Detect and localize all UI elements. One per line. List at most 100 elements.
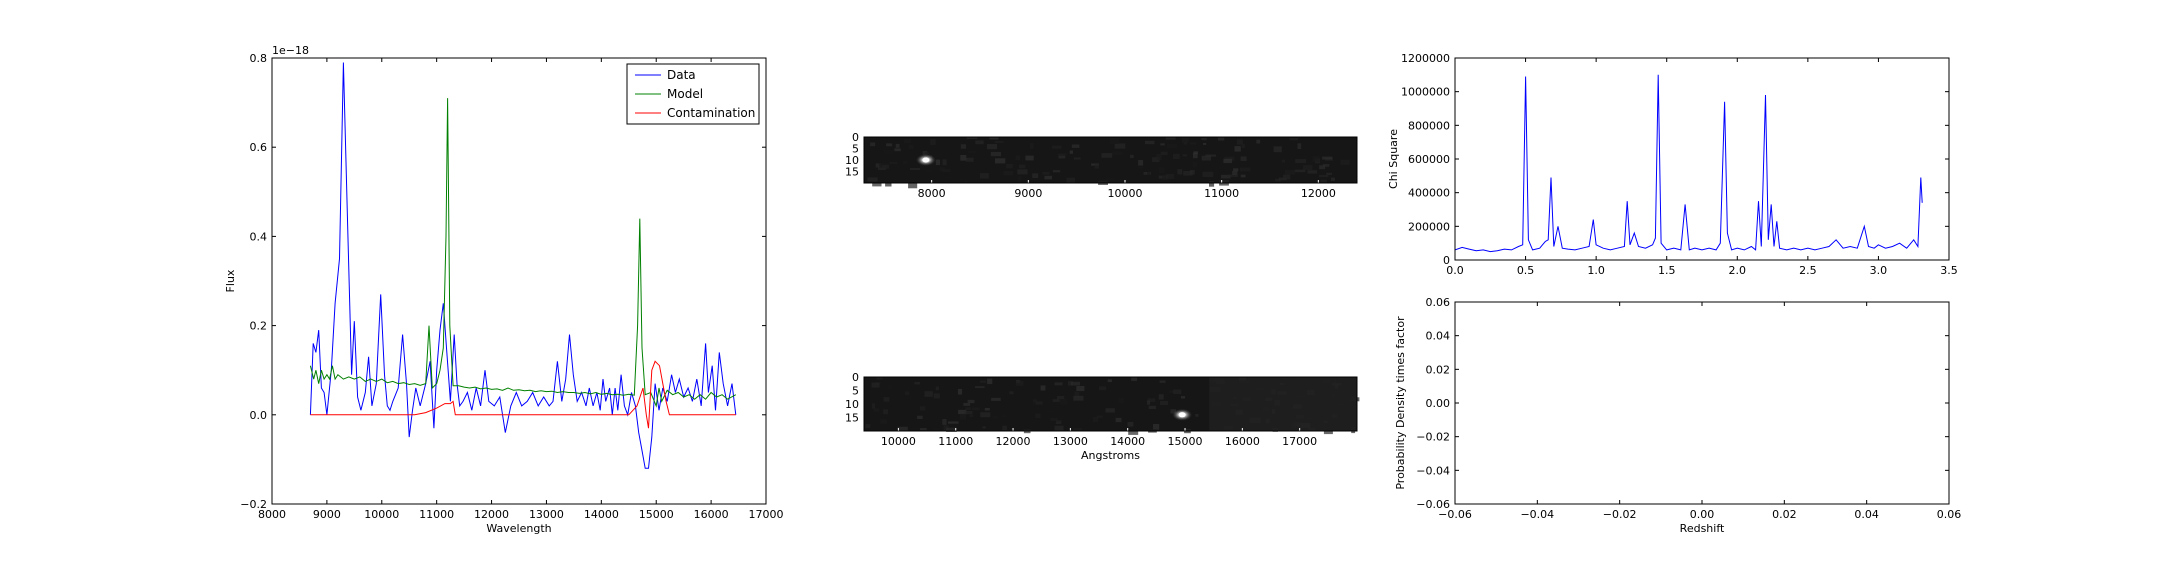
- 2d-spectrum-1-noise: [1281, 159, 1285, 163]
- 2d-spectrum-1-noise: [1275, 178, 1281, 182]
- 2d-spectrum-2-noise: [1052, 399, 1060, 402]
- 2d-spectrum-1-noise: [1025, 155, 1034, 161]
- spectrum-legend: Data Model Contamination: [626, 63, 760, 125]
- 2d-spectrum-2-noise: [1074, 391, 1080, 397]
- 2d-spectrum-1-noise: [1177, 169, 1183, 175]
- probability-density-ytick-label: −0.06: [1416, 498, 1450, 511]
- 2d-spectrum-2-noise: [1170, 409, 1177, 414]
- 2d-spectrum-2-noise: [1056, 396, 1065, 400]
- 2d-spectrum-2-noise: [1323, 430, 1333, 435]
- 2d-spectrum-1-noise: [930, 139, 936, 145]
- 2d-spectrum-2-noise: [883, 397, 890, 402]
- 2d-spectrum-1-noise: [1294, 169, 1306, 173]
- 2d-spectrum-1-noise: [910, 168, 920, 171]
- 2d-spectrum-1-noise: [1052, 170, 1061, 173]
- probability-density-xtick-label: −0.04: [1520, 508, 1554, 521]
- 2d-spectrum-2-noise: [959, 417, 966, 420]
- probability-density-xlabel: Redshift: [1680, 522, 1725, 535]
- 2d-spectrum-2-noise: [1093, 417, 1098, 422]
- chi-square-ytick-label: 1000000: [1401, 86, 1450, 99]
- 2d-spectrum-2-noise: [904, 391, 910, 396]
- 2d-spectrum-1-noise: [1069, 150, 1073, 154]
- 2d-spectrum-2-noise: [967, 399, 975, 404]
- spectrum-xtick-label: 8000: [258, 508, 286, 521]
- 2d-spectrum-2-noise: [991, 397, 1001, 401]
- 2d-spectrum-1-noise: [1322, 163, 1330, 167]
- 2d-spectrum-2-noise: [965, 407, 971, 411]
- 2d-spectrum-2-noise: [942, 419, 947, 425]
- 2d-spectrum-1-xtick-label: 10000: [1108, 187, 1143, 200]
- 2d-spectrum-1-noise: [1319, 165, 1326, 170]
- 2d-spectrum-1-noise: [1284, 169, 1296, 175]
- 2d-spectrum-1-noise: [1044, 175, 1052, 180]
- 2d-spectrum-1-noise: [1307, 170, 1318, 174]
- 2d-spectrum-1-noise: [1018, 176, 1022, 182]
- chi-square-xtick-label: 0.5: [1517, 264, 1535, 277]
- 2d-spectrum-1-noise: [942, 169, 951, 172]
- 2d-spectrum-1-noise: [1205, 154, 1216, 157]
- spectrum-series-model: [309, 98, 737, 408]
- 2d-spectrum-2-xtick-label: 15000: [1168, 435, 1203, 448]
- 2d-spectrum-2-noise: [960, 413, 967, 420]
- 2d-spectrum-1-noise: [1130, 154, 1134, 159]
- 2d-spectrum-1-noise: [894, 148, 901, 152]
- 2d-spectrum-2-noise: [1009, 391, 1014, 395]
- 2d-spectrum-2-noise: [982, 426, 986, 429]
- 2d-spectrum-2-xtick-label: 14000: [1110, 435, 1145, 448]
- 2d-spectrum-1-frame: [863, 136, 1358, 184]
- 2d-spectrum-1-noise: [1217, 137, 1225, 141]
- 2d-spectrum-1-noise: [960, 155, 967, 161]
- 2d-spectrum-2-noise: [1159, 400, 1169, 405]
- 2d-spectrum-1-noise: [1273, 146, 1282, 153]
- chi-square-xtick-label: 3.0: [1870, 264, 1888, 277]
- 2d-spectrum-1-noise: [908, 145, 914, 150]
- 2d-spectrum-2-noise: [1054, 425, 1064, 431]
- 2d-spectrum-1-noise: [1283, 174, 1291, 180]
- 2d-spectrum-1-noise: [1236, 139, 1243, 145]
- 2d-spectrum-2-noise: [1181, 396, 1186, 399]
- probability-density-xtick-label: 0.00: [1690, 508, 1715, 521]
- 2d-spectrum-2-noise: [1153, 424, 1160, 430]
- 2d-spectrum-1-noise: [889, 161, 898, 164]
- 2d-spectrum-2-noise: [1158, 394, 1164, 400]
- 2d-spectrum-2-xtick-label: 12000: [996, 435, 1031, 448]
- 2d-spectrum-2-noise: [1040, 385, 1046, 391]
- 2d-spectrum-2-noise: [1148, 405, 1156, 409]
- 2d-spectrum-1-noise: [1201, 138, 1207, 141]
- probability-density-ytick-label: 0.04: [1426, 330, 1451, 343]
- probability-density-xtick-label: 0.04: [1854, 508, 1879, 521]
- 2d-spectrum-2-noise: [987, 378, 993, 385]
- 2d-spectrum-1-noise: [935, 159, 941, 166]
- 2d-spectrum-2-noise: [1035, 413, 1041, 419]
- 2d-spectrum-1-noise: [1331, 177, 1336, 182]
- spectrum-ytick-label: 0.2: [250, 320, 268, 333]
- 2d-spectrum-2-noise: [1056, 420, 1062, 424]
- 2d-spectrum-1-noise: [904, 138, 911, 144]
- 2d-spectrum-1-noise: [1042, 171, 1050, 175]
- 2d-spectrum-1-noise: [1221, 174, 1231, 179]
- 2d-spectrum-2-noise: [957, 388, 963, 395]
- spectrum-offset-text: 1e−18: [272, 44, 309, 57]
- 2d-spectrum-1-noise: [1340, 159, 1350, 165]
- probability-density-panel: −0.06 −0.04 −0.02 0.00 0.02 0.04 0.06 −0.06 −0.0…: [1394, 296, 1961, 535]
- 2d-spectrum-2-noise: [1159, 380, 1166, 383]
- 2d-spectrum-2-source-core: [1178, 412, 1186, 418]
- spectrum-series-data: [309, 62, 737, 469]
- 2d-spectrum-1-noise: [1162, 175, 1169, 180]
- 2d-spectrum-1-noise: [1111, 151, 1123, 156]
- 2d-spectrum-1-noise: [995, 158, 1006, 164]
- probability-density-ytick-label: 0.06: [1426, 296, 1451, 309]
- 2d-spectrum-1-noise: [1193, 161, 1198, 168]
- 2d-spectrum-1-noise: [1139, 166, 1143, 169]
- 2d-spectrum-1-noise: [1058, 154, 1066, 159]
- 2d-spectrum-2-noise: [920, 406, 926, 411]
- 2d-spectrum-2-xtick-label: 10000: [881, 435, 916, 448]
- 2d-spectrum-1-noise: [1138, 160, 1144, 166]
- 2d-spectrum-1-noise: [1201, 155, 1212, 161]
- 2d-spectrum-1-noise: [925, 151, 929, 156]
- probability-density-ytick-label: −0.02: [1416, 431, 1450, 444]
- probability-density-ytick-label: 0.00: [1426, 397, 1451, 410]
- 2d-spectrum-1-noise: [922, 150, 928, 156]
- 2d-spectrum-2-noise: [1071, 381, 1080, 386]
- 2d-spectrum-1-noise: [1071, 144, 1080, 148]
